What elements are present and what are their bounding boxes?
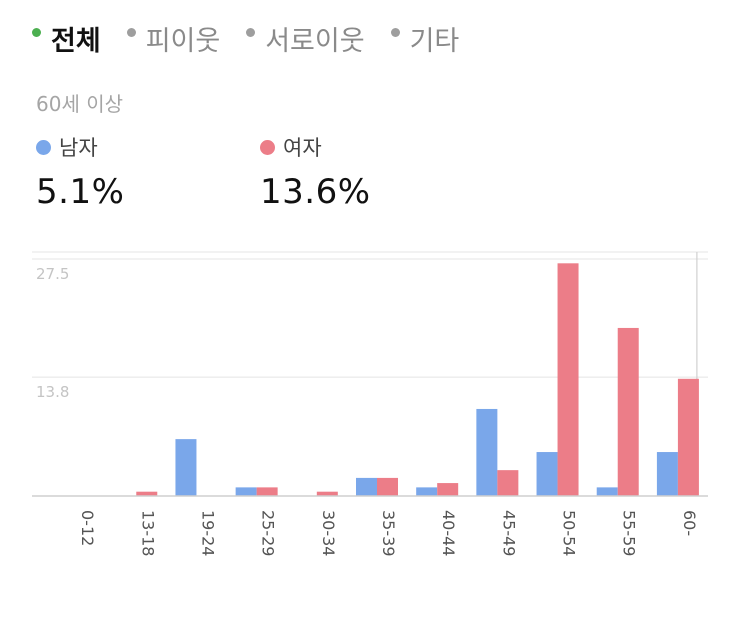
female-bar <box>677 378 699 496</box>
x-tick-label: 40-44 <box>439 510 458 557</box>
dot-icon <box>126 27 136 37</box>
male-color-icon <box>36 139 51 155</box>
male-bar <box>656 452 678 496</box>
female-bar <box>256 487 278 496</box>
male-bar <box>356 477 377 496</box>
y-tick-label: 27.5 <box>36 265 69 283</box>
female-stat: 여자 13.6% <box>260 132 371 212</box>
x-tick-label: 55-59 <box>620 510 639 557</box>
audience-filter-tabs: 전체 피이웃 서로이웃 기타 <box>32 18 485 58</box>
dot-icon <box>246 27 256 37</box>
male-percentage: 5.1% <box>36 172 125 212</box>
x-tick-label: 30-34 <box>319 510 338 557</box>
female-label: 여자 <box>283 136 322 160</box>
x-tick-label: 50-54 <box>560 510 579 557</box>
female-bar <box>377 477 398 496</box>
x-tick-label: 19-24 <box>198 510 217 557</box>
x-tick-label: 35-39 <box>379 510 398 557</box>
x-tick-label: 25-29 <box>259 510 278 557</box>
tab-neighbors-label: 피이웃 <box>145 25 221 57</box>
male-bar <box>476 408 498 496</box>
male-stat: 남자 5.1% <box>36 132 124 212</box>
female-bar <box>617 327 639 496</box>
female-bar <box>437 483 459 496</box>
tab-mutual-neighbors[interactable]: 서로이웃 <box>246 19 365 58</box>
male-bar <box>175 439 197 496</box>
female-bar <box>557 263 579 496</box>
x-tick-label: 45-49 <box>499 510 518 557</box>
female-bar <box>497 470 519 496</box>
female-color-icon <box>260 139 275 155</box>
male-bar <box>235 487 257 496</box>
tab-neighbors[interactable]: 피이웃 <box>126 19 221 58</box>
tab-other-label: 기타 <box>409 25 460 57</box>
male-bar <box>536 452 558 496</box>
tab-mutual-neighbors-label: 서로이웃 <box>265 25 365 57</box>
dot-icon <box>390 27 400 37</box>
x-tick-label: 13-18 <box>138 510 157 557</box>
y-tick-label: 13.8 <box>36 383 69 401</box>
female-bar <box>316 491 338 496</box>
tab-all-label: 전체 <box>51 25 101 57</box>
male-label: 남자 <box>59 136 98 160</box>
tab-other[interactable]: 기타 <box>390 19 460 58</box>
tab-all[interactable]: 전체 <box>32 19 101 58</box>
x-tick-label: 60- <box>680 510 699 536</box>
female-bar <box>136 491 158 496</box>
age-range-label: 60세 이상 <box>36 92 124 116</box>
male-bar <box>416 487 438 496</box>
male-bar <box>596 487 618 496</box>
active-dot-icon <box>32 27 41 37</box>
x-tick-label: 0-12 <box>78 510 97 546</box>
female-percentage: 13.6% <box>260 172 371 212</box>
